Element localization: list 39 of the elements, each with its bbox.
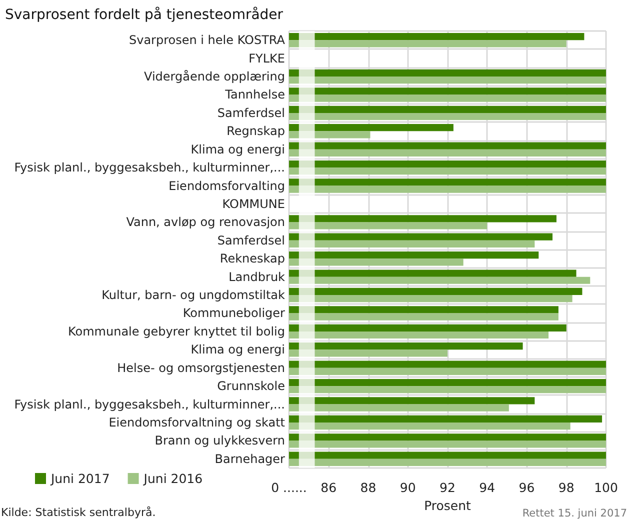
text: Rettet 15. juni 2017 — [522, 508, 627, 520]
y-tick-label: Klima og energi — [190, 142, 285, 156]
x-tick-label: 0 ...... — [271, 480, 307, 495]
y-tick-label: Samferdsel — [217, 106, 285, 120]
text: Svarprosent fordelt på tjenesteområder — [5, 6, 284, 23]
x-tick-label: 90 — [400, 480, 416, 495]
x-tick-label: 100 — [594, 480, 618, 495]
text: Kilde: Statistisk sentralbyrå. — [1, 506, 156, 519]
y-tick-label: Eiendomsforvalting — [168, 178, 285, 193]
y-tick-label: Rekneskap — [220, 252, 285, 266]
y-tick-label: Regnskap — [226, 124, 285, 138]
legend-label: Juni 2016 — [142, 471, 203, 486]
y-tick-label: Vidergående opplæring — [144, 70, 285, 84]
y-tick-label: Eiendomsforvaltning og skatt — [108, 415, 286, 430]
y-tick-label: Fysisk planl., byggesaksbeh., kulturminner,... — [14, 397, 285, 412]
x-tick-label: 92 — [440, 480, 456, 495]
x-tick-label: 86 — [320, 480, 337, 495]
y-tick-label: Svarprosen i hele KOSTRA — [128, 33, 286, 48]
x-tick-label: 88 — [360, 480, 376, 495]
y-tick-label: KOMMUNE — [222, 196, 285, 211]
y-tick-label: FYLKE — [248, 51, 285, 66]
x-axis-title: Prosent — [424, 498, 472, 513]
y-tick-label: Barnehager — [214, 452, 286, 466]
x-tick-label: 96 — [518, 480, 535, 495]
x-tick-label: 94 — [479, 480, 496, 495]
y-tick-label: Fysisk planl., byggesaksbeh., kulturminner,... — [14, 160, 285, 175]
x-tick-label: 98 — [558, 480, 574, 495]
y-tick-label: Kultur, barn- og ungdomstiltak — [102, 288, 286, 302]
legend-label: Juni 2017 — [50, 471, 110, 486]
y-tick-label: Kommunale gebyrer knyttet til bolig — [68, 324, 285, 338]
y-tick-label: Landbruk — [228, 270, 286, 284]
y-tick-label: Samferdsel — [217, 233, 285, 248]
y-tick-label: Vann, avløp og renovasjon — [126, 215, 285, 230]
y-tick-label: Kommuneboliger — [182, 306, 286, 320]
y-tick-label: Grunnskole — [217, 379, 285, 394]
y-tick-label: Klima og energi — [190, 342, 285, 357]
y-tick-label: Tannhelse — [224, 88, 285, 102]
y-tick-label: Helse- og omsorgstjenesten — [117, 360, 285, 375]
y-tick-label: Brann og ulykkesvern — [154, 434, 285, 448]
